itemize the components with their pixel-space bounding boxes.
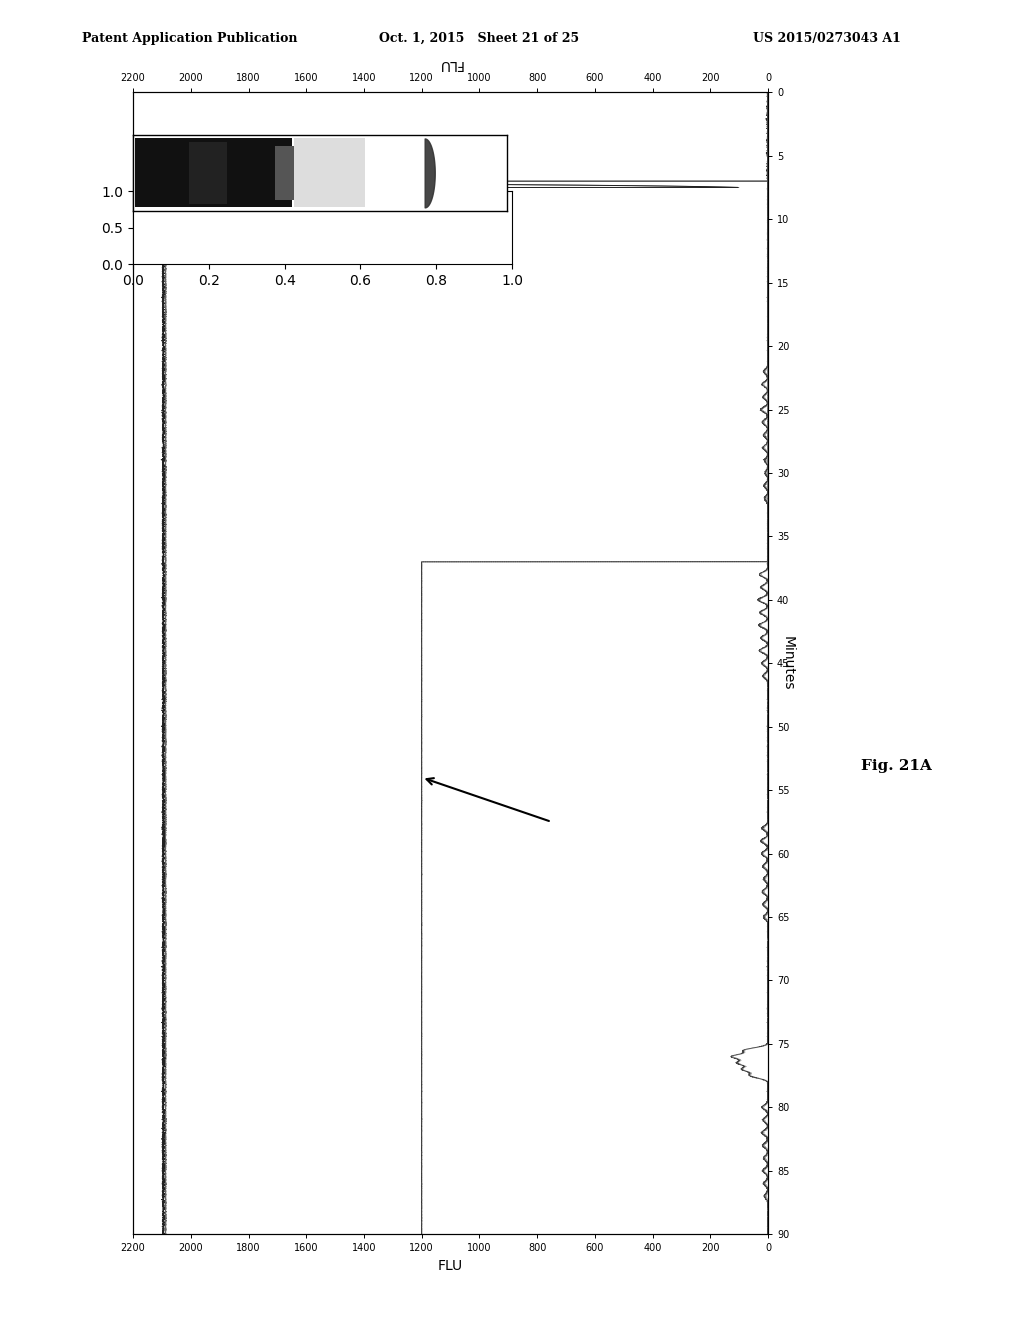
X-axis label: FLU: FLU [438, 57, 463, 71]
Bar [189, 143, 226, 203]
Text: Patent Application Publication: Patent Application Publication [82, 32, 297, 45]
Text: Oct. 1, 2015   Sheet 21 of 25: Oct. 1, 2015 Sheet 21 of 25 [379, 32, 579, 45]
Bar [275, 147, 294, 199]
X-axis label: FLU: FLU [438, 1259, 463, 1272]
Bar [294, 139, 365, 207]
Y-axis label: Minutes: Minutes [781, 636, 795, 690]
Text: Fig. 21A: Fig. 21A [860, 759, 932, 772]
Text: US 2015/0273043 A1: US 2015/0273043 A1 [753, 32, 900, 45]
Bar [135, 139, 292, 207]
